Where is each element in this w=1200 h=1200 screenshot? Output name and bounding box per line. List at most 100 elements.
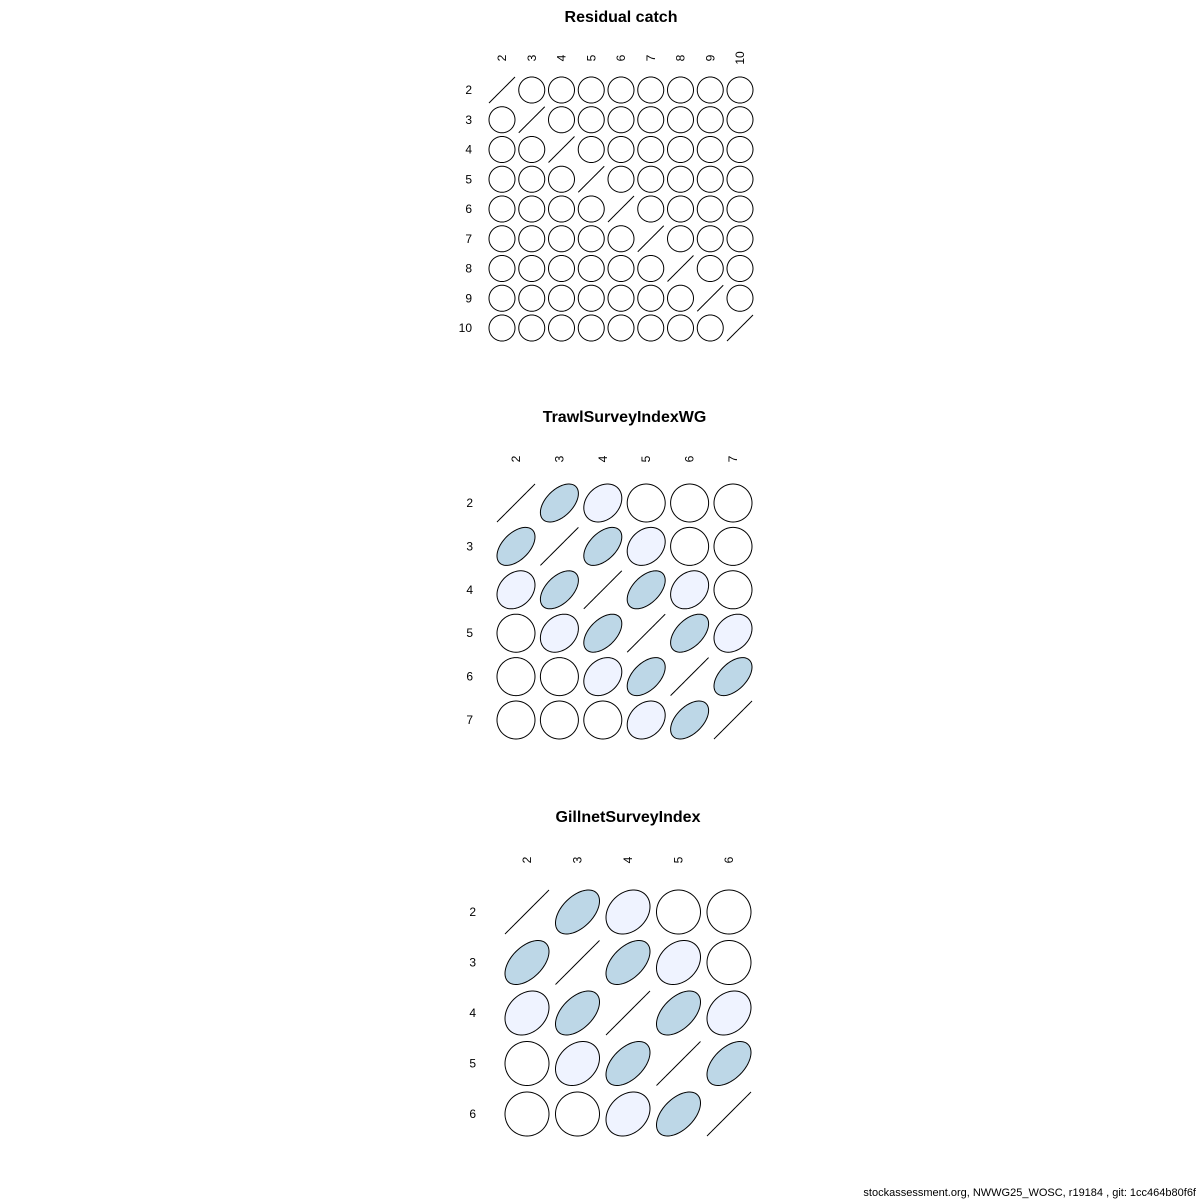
correlation-ellipse bbox=[555, 1091, 600, 1137]
correlation-ellipse bbox=[555, 1041, 600, 1086]
correlation-ellipse bbox=[583, 526, 623, 566]
correlation-ellipse bbox=[607, 76, 635, 104]
diagonal-line bbox=[605, 990, 651, 1036]
correlation-ellipse bbox=[518, 165, 546, 193]
correlation-ellipse bbox=[577, 225, 605, 253]
column-label: 3 bbox=[571, 856, 585, 863]
correlation-ellipse bbox=[726, 195, 754, 223]
row-label: 4 bbox=[466, 583, 473, 597]
correlation-ellipse bbox=[488, 195, 516, 223]
row-label: 7 bbox=[465, 232, 472, 246]
correlation-ellipse bbox=[548, 255, 575, 282]
correlation-ellipse bbox=[655, 1091, 702, 1137]
correlation-ellipse bbox=[518, 255, 546, 282]
plot-title: TrawlSurveyIndexWG bbox=[543, 409, 707, 426]
correlation-ellipse bbox=[488, 225, 516, 253]
diagonal-line bbox=[488, 76, 516, 104]
correlation-ellipse bbox=[670, 526, 710, 566]
row-label: 6 bbox=[465, 202, 472, 216]
correlation-ellipse bbox=[706, 889, 752, 935]
correlation-ellipse bbox=[713, 657, 753, 697]
correlation-ellipse bbox=[548, 76, 575, 104]
diagonal-line bbox=[607, 195, 635, 223]
correlation-ellipse bbox=[706, 940, 752, 985]
correlation-ellipse bbox=[726, 76, 754, 104]
diagonal-line bbox=[496, 483, 536, 523]
correlation-ellipse bbox=[518, 284, 546, 312]
column-label: 5 bbox=[584, 54, 598, 61]
correlation-ellipse bbox=[637, 165, 665, 193]
diagonal-line bbox=[667, 255, 694, 282]
correlation-ellipse bbox=[667, 136, 694, 163]
correlation-plot-1: Residual catch 2 2 3 3 4 4 5 5 6 6 7 7 8 8 9 9 10 10 bbox=[459, 9, 754, 342]
correlation-ellipse bbox=[518, 314, 546, 342]
correlation-ellipse bbox=[548, 314, 575, 342]
correlation-ellipse bbox=[656, 889, 701, 935]
row-label: 9 bbox=[465, 291, 472, 305]
correlation-ellipse bbox=[667, 284, 694, 312]
correlation-ellipse bbox=[554, 990, 601, 1036]
correlation-ellipse bbox=[496, 700, 536, 740]
correlation-ellipse bbox=[670, 613, 710, 653]
correlation-ellipse bbox=[504, 990, 550, 1036]
column-label: 5 bbox=[639, 455, 653, 462]
correlation-ellipse bbox=[518, 195, 546, 223]
correlation-ellipse bbox=[670, 700, 710, 740]
correlation-ellipse bbox=[637, 76, 665, 104]
correlation-ellipse bbox=[548, 106, 575, 134]
column-label: 9 bbox=[703, 54, 717, 61]
correlation-ellipse bbox=[607, 106, 635, 134]
correlation-ellipse bbox=[696, 255, 724, 282]
column-label: 6 bbox=[683, 455, 697, 462]
correlation-ellipse bbox=[605, 1091, 651, 1137]
correlation-ellipse bbox=[605, 939, 651, 986]
correlation-ellipse bbox=[488, 314, 516, 342]
diagonal-line bbox=[706, 1091, 752, 1137]
correlation-ellipse bbox=[577, 195, 605, 223]
correlation-ellipse bbox=[607, 284, 635, 312]
column-label: 4 bbox=[596, 455, 610, 462]
column-label: 3 bbox=[552, 455, 566, 462]
diagonal-line bbox=[548, 136, 575, 163]
correlation-ellipse bbox=[539, 613, 579, 653]
correlation-ellipse bbox=[577, 314, 605, 342]
row-label: 3 bbox=[465, 113, 472, 127]
correlation-ellipse bbox=[637, 136, 665, 163]
correlation-ellipse bbox=[706, 1040, 752, 1087]
row-label: 10 bbox=[459, 321, 473, 335]
diagonal-line bbox=[626, 613, 666, 653]
correlation-ellipse bbox=[548, 225, 575, 253]
correlation-ellipse bbox=[626, 526, 666, 566]
footer-text: stockassessment.org, NWWG25_WOSC, r19184… bbox=[863, 1187, 1196, 1199]
column-label: 5 bbox=[672, 856, 686, 863]
correlation-ellipse bbox=[607, 165, 635, 193]
row-label: 6 bbox=[466, 670, 473, 684]
correlation-ellipse bbox=[496, 526, 536, 566]
row-label: 7 bbox=[466, 713, 473, 727]
correlation-ellipse bbox=[605, 889, 651, 935]
diagonal-line bbox=[555, 940, 600, 985]
correlation-ellipse bbox=[713, 483, 753, 523]
correlation-ellipse bbox=[605, 1040, 651, 1087]
correlation-ellipse bbox=[496, 657, 536, 697]
column-label: 2 bbox=[509, 455, 523, 462]
correlation-ellipse bbox=[726, 255, 754, 282]
correlation-ellipse bbox=[488, 255, 516, 282]
correlation-ellipse bbox=[713, 570, 753, 610]
diagonal-line bbox=[696, 284, 724, 312]
correlation-ellipse bbox=[670, 483, 710, 523]
correlation-ellipse bbox=[637, 255, 665, 282]
correlation-ellipse bbox=[539, 570, 579, 610]
column-label: 4 bbox=[621, 856, 635, 863]
correlation-ellipse bbox=[583, 483, 623, 523]
correlation-ellipse bbox=[607, 255, 635, 282]
column-label: 6 bbox=[614, 54, 628, 61]
correlation-ellipse bbox=[607, 314, 635, 342]
correlation-ellipse bbox=[539, 483, 579, 523]
correlation-ellipse bbox=[626, 570, 666, 610]
correlation-ellipse bbox=[577, 136, 605, 163]
row-label: 3 bbox=[469, 956, 476, 970]
row-label: 5 bbox=[466, 626, 473, 640]
diagonal-line bbox=[518, 106, 546, 134]
plot-title: GillnetSurveyIndex bbox=[556, 809, 701, 826]
